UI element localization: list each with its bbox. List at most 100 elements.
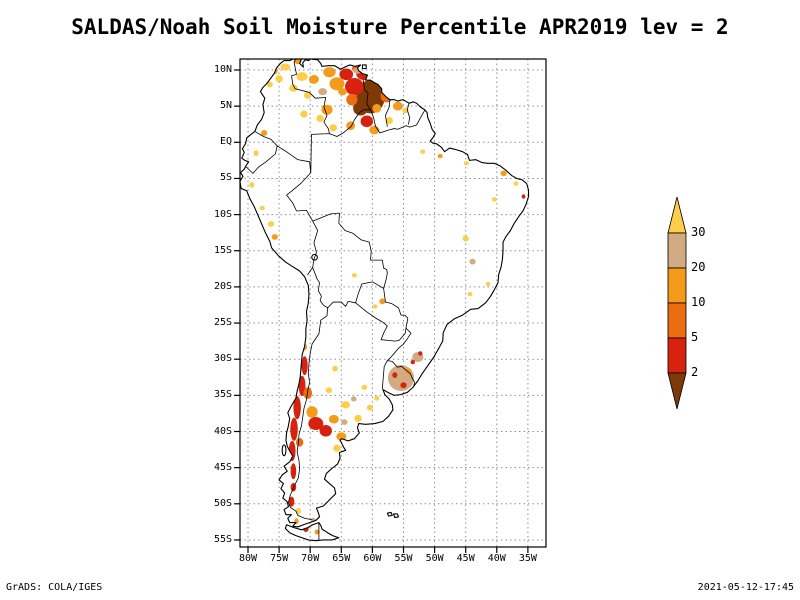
data-region: [300, 110, 308, 118]
lat-tick-label: 45S: [213, 461, 232, 473]
data-region: [462, 235, 469, 242]
colorbar-arrow-top: [667, 196, 687, 234]
lake-titicaca: [312, 254, 318, 260]
colorbar-label: 30: [691, 225, 706, 239]
data-region: [296, 72, 308, 81]
data-region: [418, 351, 423, 356]
data-region: [280, 63, 291, 71]
data-region: [293, 396, 301, 420]
colorbar-segment: [667, 337, 687, 374]
lat-tick-label: 20S: [213, 280, 232, 292]
lon-tick-label: 40W: [487, 553, 506, 564]
lat-tick-label: 50S: [213, 497, 232, 509]
data-region: [336, 432, 347, 441]
data-region: [387, 364, 415, 392]
data-region: [485, 281, 491, 287]
data-region: [350, 396, 357, 402]
data-region: [314, 529, 320, 535]
lat-tick-label: 5N: [219, 100, 232, 112]
data-region: [400, 382, 407, 389]
soil-moisture-data: [249, 59, 526, 535]
data-region: [341, 401, 351, 409]
lat-tick-label: 25S: [213, 317, 232, 329]
data-region: [500, 170, 507, 177]
timestamp-text: 2021-05-12-17:45: [697, 582, 794, 593]
data-region: [290, 417, 298, 441]
data-region: [295, 507, 301, 515]
coastline-south-america: [240, 53, 529, 527]
gridlines: [240, 59, 546, 547]
data-region: [379, 298, 386, 305]
lon-tick-label: 55W: [394, 553, 413, 564]
data-region: [333, 444, 341, 452]
data-region: [392, 372, 398, 378]
data-region: [361, 384, 368, 390]
data-region: [521, 194, 526, 199]
country-borders: [246, 53, 425, 540]
data-region: [289, 84, 298, 92]
data-region: [369, 67, 381, 78]
data-region: [353, 101, 369, 116]
data-region: [351, 273, 357, 278]
data-region: [261, 130, 268, 136]
lat-tick-label: 15S: [213, 244, 232, 256]
lat-tick-label: 10N: [213, 64, 232, 75]
lat-tick-label: 30S: [213, 353, 232, 365]
data-region: [346, 121, 355, 131]
data-region: [249, 182, 255, 188]
data-region: [329, 124, 337, 132]
data-region: [380, 89, 393, 103]
data-region: [354, 414, 362, 423]
data-region: [467, 291, 473, 297]
lon-tick-label: 80W: [238, 553, 258, 564]
data-region: [318, 88, 327, 96]
data-region: [332, 365, 338, 372]
lon-tick-label: 45W: [456, 553, 475, 564]
data-region: [360, 115, 374, 128]
credit-text: GrADS: COLA/IGES: [6, 582, 103, 593]
data-region: [341, 419, 348, 425]
data-region: [319, 424, 332, 437]
data-region: [469, 258, 476, 265]
data-region: [346, 93, 358, 106]
colorbar: [667, 196, 687, 410]
colorbar-label: 20: [691, 260, 706, 274]
lat-tick-label: 5S: [219, 172, 232, 184]
colorbar-arrow-bottom: [667, 372, 687, 410]
map-frame: [239, 58, 547, 548]
lat-tick-label: EQ: [219, 136, 232, 148]
data-region: [271, 234, 278, 240]
lon-tick-label: 35W: [518, 553, 537, 564]
data-region: [437, 153, 443, 159]
lat-tick-label: 10S: [213, 208, 232, 220]
axis-ticks: [234, 69, 529, 553]
data-region: [323, 67, 336, 78]
data-region: [288, 496, 295, 507]
falkland-islands: [387, 512, 398, 517]
chiloe-island: [282, 445, 286, 456]
lon-tick-label: 50W: [425, 553, 444, 564]
data-region: [321, 104, 333, 115]
data-region: [308, 417, 324, 431]
plot-title: SALDAS/Noah Soil Moisture Percentile APR…: [71, 15, 729, 39]
lat-tick-label: 35S: [213, 389, 232, 401]
data-region: [513, 181, 519, 186]
lat-tick-label: 40S: [213, 425, 232, 437]
data-region: [339, 68, 354, 81]
data-region: [392, 101, 403, 111]
lat-tick-label: 55S: [213, 533, 232, 545]
data-region: [306, 406, 318, 418]
data-region: [385, 116, 393, 125]
data-region: [328, 414, 339, 424]
data-region: [303, 91, 312, 99]
data-region: [372, 304, 378, 309]
data-region: [316, 114, 324, 123]
data-region: [338, 88, 347, 96]
colorbar-label: 10: [691, 295, 706, 309]
lon-tick-label: 65W: [332, 553, 351, 564]
data-region: [253, 150, 259, 157]
data-region: [491, 197, 497, 202]
colorbar-segment: [667, 302, 687, 339]
data-region: [420, 149, 426, 154]
